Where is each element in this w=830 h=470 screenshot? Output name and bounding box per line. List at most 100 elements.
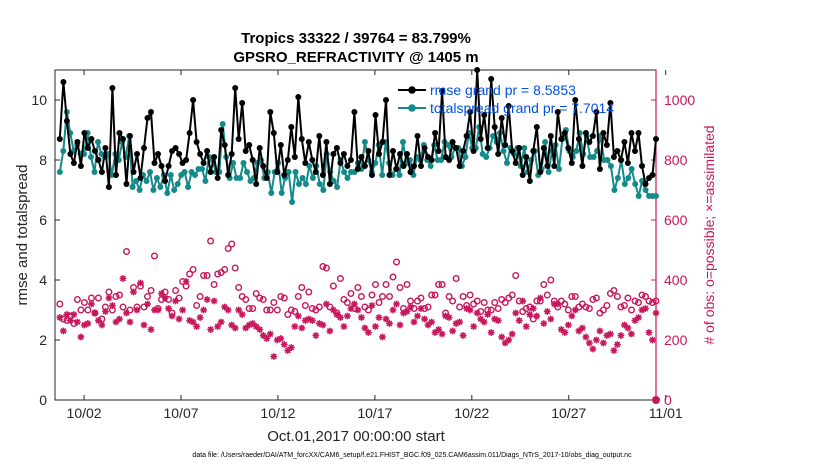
totalspread-point	[185, 184, 192, 190]
obs-possible-point	[266, 306, 274, 314]
obs-possible-point	[270, 299, 278, 307]
obs-possible-point	[379, 293, 387, 301]
y-tick-label: 10	[31, 92, 47, 108]
obs-assimilated-point	[301, 317, 309, 324]
obs-assimilated-point	[435, 326, 442, 333]
rmse-point	[84, 145, 91, 151]
rmse-point	[516, 145, 523, 151]
obs-assimilated-point	[645, 329, 653, 336]
totalspread-point	[240, 160, 247, 166]
obs-assimilated-point	[336, 314, 344, 321]
obs-possible-point	[491, 299, 499, 307]
rmse-point	[589, 133, 596, 139]
obs-possible-point	[319, 263, 327, 271]
obs-assimilated-point	[221, 303, 229, 311]
totalspread-point	[174, 181, 181, 187]
rmse-point	[593, 109, 600, 115]
y-tick-label: 2	[39, 332, 47, 348]
y-right-tick-label: 0	[664, 392, 672, 408]
rmse-point	[218, 127, 225, 133]
obs-possible-point	[77, 306, 85, 314]
obs-possible-point	[568, 293, 576, 301]
obs-possible-point	[231, 264, 239, 272]
obs-assimilated-point	[375, 314, 383, 321]
rmse-point	[393, 166, 400, 172]
rmse-point	[95, 157, 102, 163]
obs-assimilated-point	[91, 309, 99, 317]
obs-possible-point	[389, 273, 397, 281]
y-axis-right-label: # of obs: o=possible; ×=assimilated	[701, 125, 717, 344]
rmse-point	[484, 145, 491, 151]
obs-assimilated-point	[315, 320, 323, 327]
obs-assimilated-point	[161, 294, 169, 302]
rmse-point	[610, 154, 617, 160]
obs-possible-point	[305, 288, 313, 296]
obs-assimilated-point	[144, 300, 151, 308]
obs-assimilated-point	[557, 326, 565, 333]
obs-possible-point	[221, 266, 229, 274]
totalspread-point	[136, 187, 143, 193]
rmse-point	[200, 160, 207, 166]
totalspread-point	[309, 175, 316, 181]
rmse-point	[523, 154, 530, 160]
obs-possible-point	[473, 297, 481, 305]
obs-possible-point	[372, 281, 380, 289]
obs-assimilated-point	[263, 335, 271, 342]
obs-possible-point	[207, 237, 215, 245]
rmse-point	[474, 67, 481, 73]
obs-possible-point	[354, 284, 362, 292]
obs-possible-point	[382, 281, 390, 289]
obs-assimilated-point	[519, 297, 527, 305]
obs-assimilated-point	[109, 302, 116, 309]
rmse-point	[509, 148, 516, 154]
obs-assimilated-point	[305, 315, 313, 323]
obs-assimilated-point	[270, 353, 278, 360]
obs-assimilated-point	[151, 306, 158, 314]
rmse-point	[621, 139, 628, 145]
obs-assimilated-point	[158, 290, 165, 297]
obs-possible-point	[512, 272, 520, 280]
obs-possible-point	[357, 293, 365, 301]
rmse-point	[333, 145, 340, 151]
totalspread-point	[504, 160, 510, 166]
rmse-point	[88, 136, 95, 142]
totalspread-point	[230, 160, 237, 166]
obs-assimilated-point	[522, 323, 530, 330]
obs-assimilated-point	[207, 326, 215, 333]
obs-assimilated-point	[224, 306, 232, 314]
totalspread-point	[202, 178, 209, 184]
obs-assimilated-point	[196, 314, 204, 321]
rmse-point	[105, 184, 112, 190]
rmse-point	[235, 136, 242, 142]
rmse-point	[439, 88, 446, 94]
totalspread-point	[95, 139, 101, 145]
rmse-point	[649, 172, 656, 178]
obs-assimilated-point	[624, 324, 632, 332]
x-tick-label: 11/01	[649, 405, 683, 421]
x-tick-label: 10/07	[163, 405, 198, 421]
obs-assimilated-point	[291, 323, 299, 330]
obs-possible-point	[652, 297, 660, 305]
obs-assimilated-point	[137, 279, 144, 287]
rmse-point	[579, 163, 586, 169]
totalspread-point	[614, 175, 621, 181]
obs-assimilated-point	[249, 320, 257, 327]
obs-assimilated-point	[284, 347, 292, 354]
totalspread-point	[129, 184, 136, 190]
rmse-point	[63, 118, 70, 124]
rmse-point	[274, 169, 281, 175]
obs-assimilated-point	[501, 339, 509, 347]
obs-assimilated-point	[165, 305, 172, 312]
obs-possible-point	[122, 247, 130, 255]
rmse-point	[407, 169, 414, 175]
obs-assimilated-point	[277, 335, 285, 342]
obs-assimilated-point	[610, 347, 618, 354]
rmse-point	[207, 169, 214, 175]
obs-possible-point	[628, 306, 636, 314]
rmse-point	[575, 136, 582, 142]
obs-possible-point	[224, 244, 232, 252]
rmse-point	[98, 169, 105, 175]
obs-assimilated-point	[459, 332, 467, 339]
rmse-point	[477, 136, 484, 142]
rmse-point	[379, 139, 386, 145]
